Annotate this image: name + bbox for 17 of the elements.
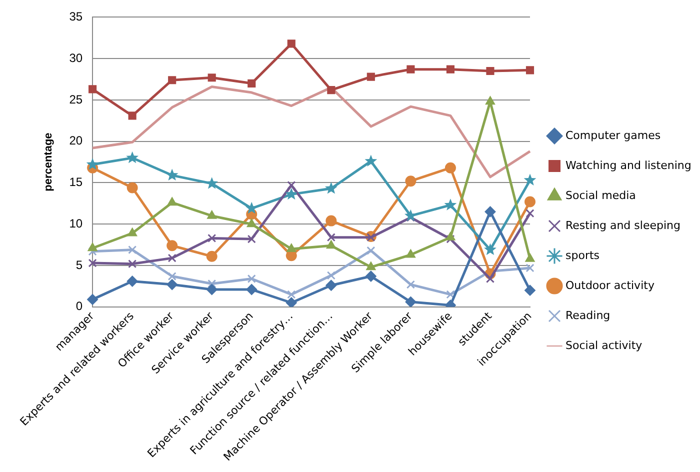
legend-label: Reading — [566, 308, 610, 322]
legend-label: Resting and sleeping — [566, 218, 680, 232]
y-tick-label: 15 — [69, 175, 83, 190]
legend-label: Outdoor activity — [566, 278, 655, 292]
legend-label: Computer games — [566, 128, 661, 142]
legend-label: Social media — [566, 188, 636, 202]
legend-label: Watching and listening — [566, 158, 692, 172]
y-tick-label: 25 — [69, 92, 83, 106]
y-tick-label: 10 — [69, 216, 83, 230]
y-tick-label: 35 — [69, 10, 83, 24]
y-tick-label: 20 — [69, 134, 83, 148]
legend-label: sports — [566, 248, 600, 262]
y-tick-label: 0 — [76, 299, 83, 314]
y-tick-label: 30 — [69, 50, 83, 65]
y-tick-label: 5 — [76, 258, 83, 272]
y-axis-title: percentage — [42, 132, 55, 192]
legend-label: Social activity — [566, 338, 643, 352]
